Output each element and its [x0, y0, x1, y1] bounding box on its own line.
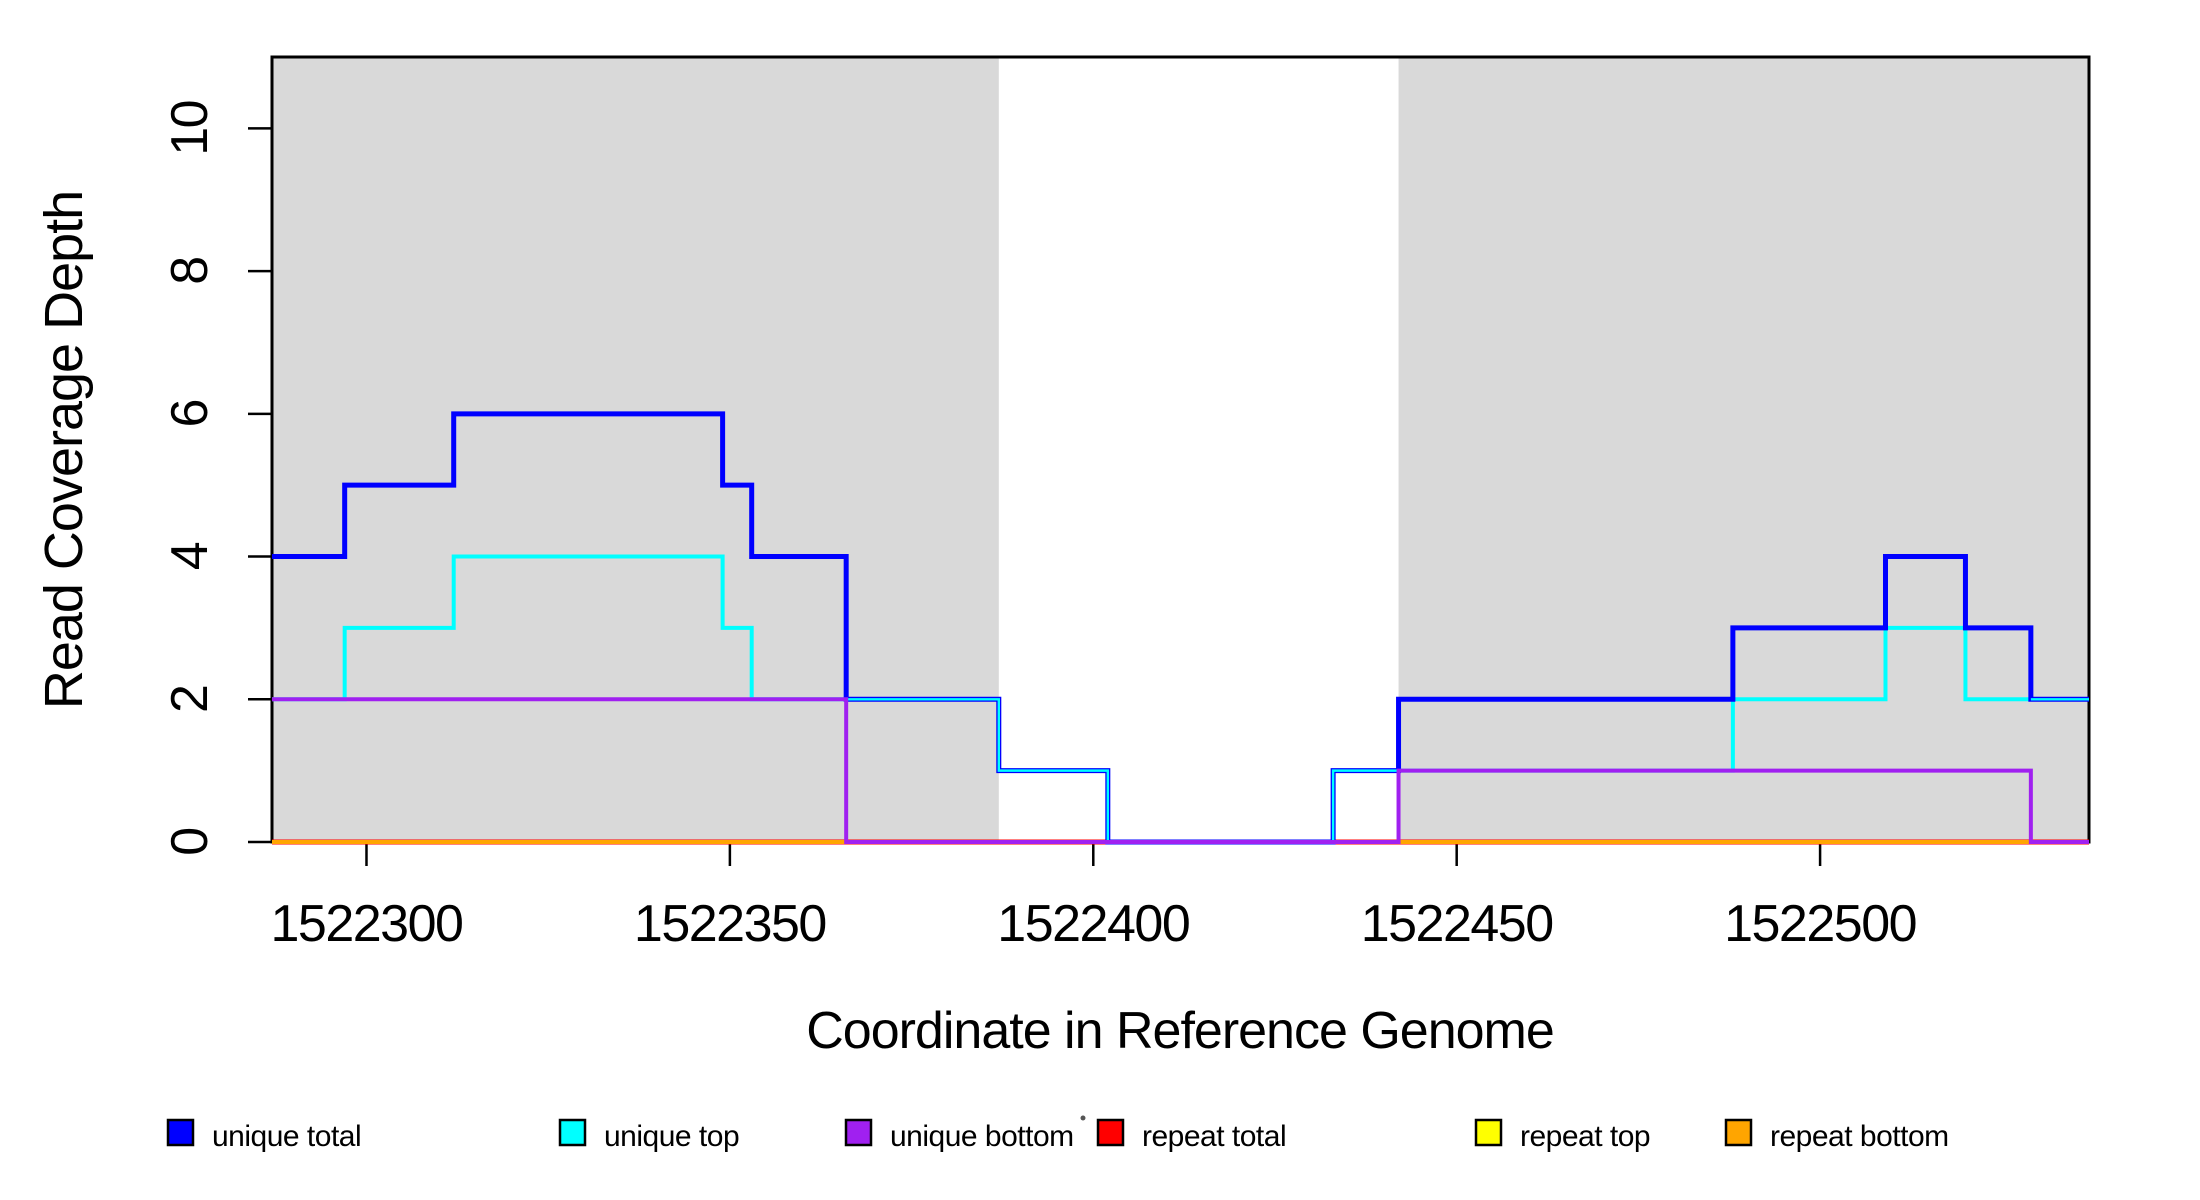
y-tick-label: 0 — [161, 828, 219, 855]
legend-label-repeat-top: repeat top — [1520, 1120, 1650, 1153]
x-tick-label: 1522450 — [1361, 895, 1553, 953]
legend-item-unique-top: unique top — [558, 1118, 740, 1153]
legend-swatch-unique-bottom — [844, 1118, 873, 1147]
legend-item-repeat-total: repeat total — [1096, 1118, 1287, 1153]
legend-item-repeat-bottom: repeat bottom — [1724, 1118, 1949, 1153]
x-tick-label: 1522500 — [1724, 895, 1916, 953]
series-line-overlap-unique-total-top — [846, 698, 2089, 844]
series-lines-layer — [272, 411, 2089, 845]
legend-label-repeat-total: repeat total — [1142, 1120, 1286, 1153]
y-axis-title: Read Coverage Depth — [34, 191, 94, 709]
y-tick-label: 4 — [161, 542, 219, 570]
legend-label-unique-total: unique total — [212, 1120, 361, 1153]
legend-item-unique-total: unique total — [166, 1118, 362, 1153]
y-tick-label: 2 — [161, 686, 219, 713]
masked-regions-layer — [272, 57, 2089, 842]
y-tick-label: 8 — [161, 257, 219, 284]
legend: unique total unique top unique bottom repea… — [166, 1118, 1949, 1153]
legend-swatch-unique-top — [558, 1118, 587, 1147]
legend-label-repeat-bottom: repeat bottom — [1770, 1120, 1949, 1153]
legend-label-unique-top: unique top — [604, 1120, 739, 1153]
legend-item-repeat-top: repeat top — [1474, 1118, 1651, 1153]
legend-swatch-unique-total — [166, 1118, 195, 1147]
legend-label-unique-bottom: unique bottom — [890, 1120, 1074, 1153]
x-tick-label: 1522400 — [997, 895, 1189, 953]
masked-region — [1398, 57, 2089, 842]
y-tick-label: 6 — [161, 400, 219, 427]
x-tick-label: 1522350 — [634, 895, 826, 953]
y-tick-label: 10 — [161, 101, 219, 156]
stray-dot — [1080, 1115, 1086, 1121]
axis-ticks-layer: 1522300 1522350 1522400 1522450 1522500 0 2 4 6 8… — [161, 101, 1918, 953]
series-line-unique-bottom — [272, 697, 2089, 844]
x-tick-label: 1522300 — [271, 895, 463, 953]
stray-mark-layer — [1080, 1115, 1086, 1121]
legend-swatch-repeat-top — [1474, 1118, 1503, 1147]
legend-swatch-repeat-total — [1096, 1118, 1125, 1147]
legend-item-unique-bottom: unique bottom — [844, 1118, 1074, 1153]
legend-swatch-repeat-bottom — [1724, 1118, 1753, 1147]
masked-region — [272, 57, 999, 842]
x-axis-title: Coordinate in Reference Genome — [806, 1002, 1554, 1060]
